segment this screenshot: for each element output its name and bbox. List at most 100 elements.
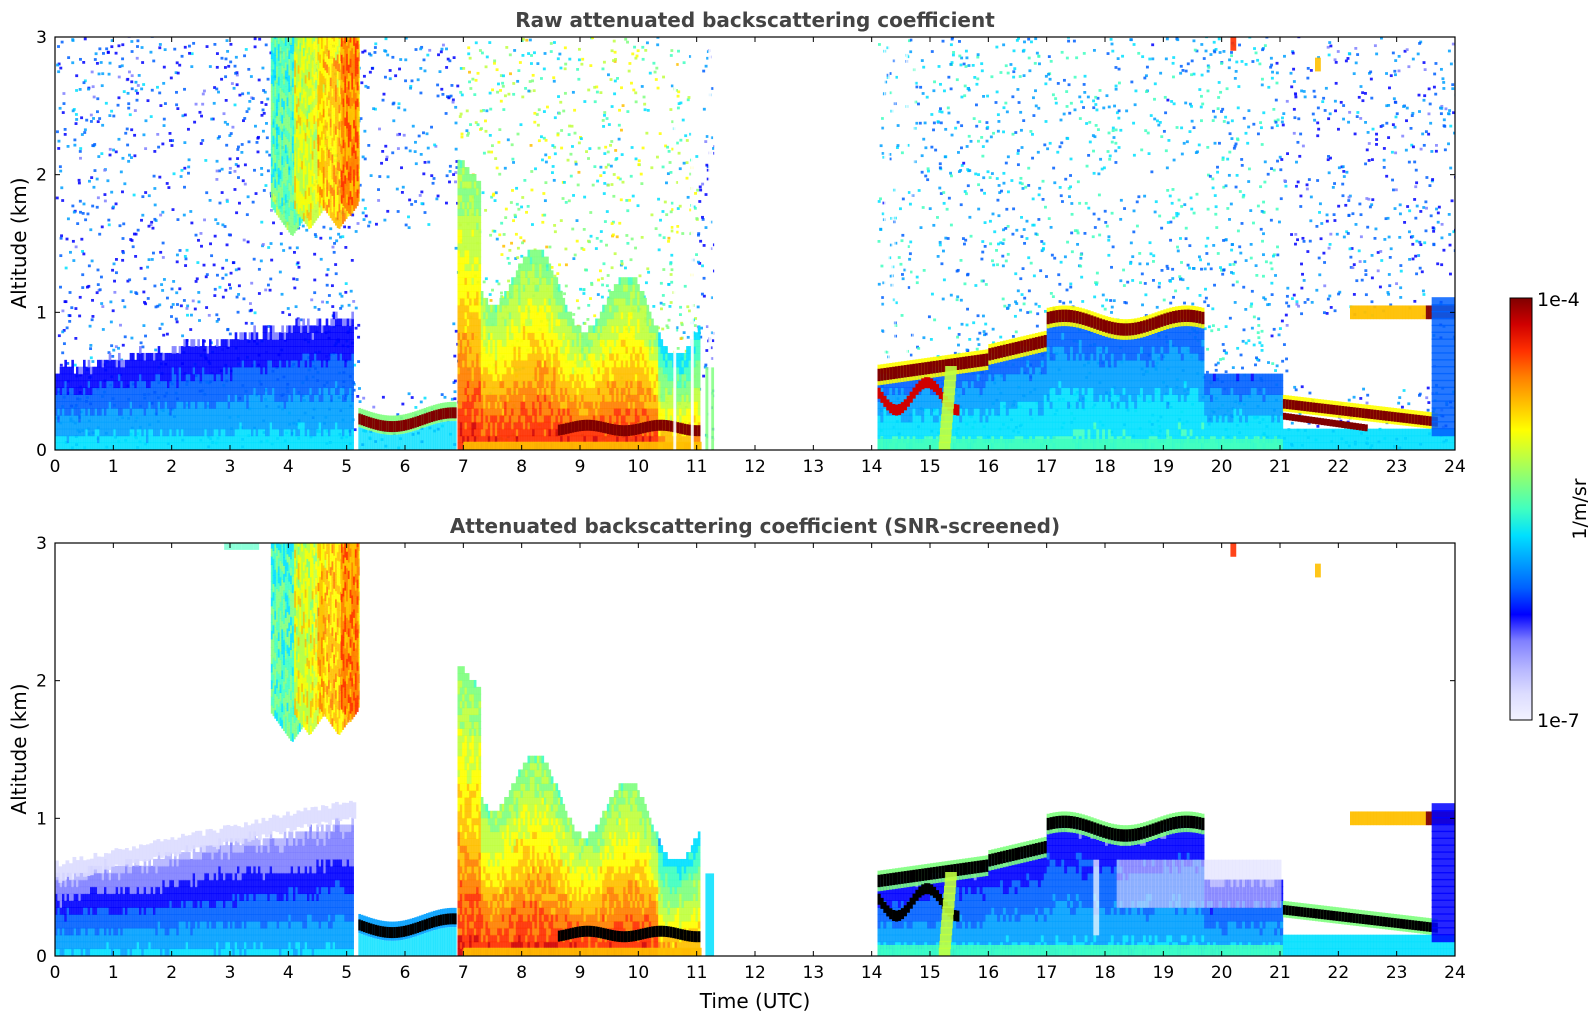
heatmap-cell: [404, 146, 408, 150]
heatmap-cell: [1047, 217, 1051, 220]
heatmap-cell: [212, 101, 216, 105]
heatmap-cell: [253, 45, 257, 49]
heatmap-cell: [190, 221, 194, 225]
heatmap-cell: [1394, 73, 1397, 77]
heatmap-cell: [59, 401, 63, 409]
heatmap-cell: [404, 79, 408, 83]
heatmap-cell: [147, 224, 151, 228]
heatmap-cell: [1060, 200, 1064, 203]
heatmap-cell: [1011, 232, 1015, 236]
heatmap-cell: [1266, 303, 1270, 307]
heatmap-cell: [1009, 63, 1013, 66]
heatmap-cell: [1206, 236, 1210, 240]
heatmap-cell: [1020, 235, 1024, 238]
heatmap-cell: [238, 93, 242, 97]
heatmap-cell: [122, 387, 126, 395]
heatmap-cell: [225, 243, 229, 247]
heatmap-cell: [106, 51, 110, 54]
heatmap-cell: [553, 274, 557, 278]
heatmap-cell: [112, 114, 116, 118]
heatmap-cell: [1347, 52, 1351, 55]
heatmap-cell: [958, 40, 961, 43]
heatmap-cell: [917, 189, 921, 192]
heatmap-cell: [106, 394, 109, 402]
heatmap-cell: [82, 252, 86, 256]
heatmap-cell: [520, 254, 524, 258]
heatmap-cell: [157, 421, 161, 430]
heatmap-cell: [574, 162, 578, 166]
heatmap-cell: [136, 408, 140, 416]
heatmap-cell: [1068, 195, 1071, 199]
heatmap-cell: [71, 38, 75, 41]
heatmap-cell: [135, 56, 139, 60]
heatmap-cell: [644, 281, 648, 285]
heatmap-cell: [542, 67, 546, 71]
heatmap-cell: [633, 45, 637, 49]
heatmap-cell: [243, 117, 247, 120]
heatmap-cell: [1240, 222, 1244, 225]
heatmap-cell: [101, 414, 105, 423]
heatmap-cell: [1389, 74, 1393, 78]
heatmap-cell: [1171, 188, 1175, 191]
heatmap-cell: [626, 209, 630, 213]
heatmap-cell: [388, 77, 392, 81]
heatmap-cell: [1013, 67, 1017, 71]
heatmap-cell: [1328, 41, 1332, 44]
heatmap-cell: [175, 320, 179, 324]
heatmap-cell: [120, 428, 123, 437]
heatmap-cell: [482, 280, 486, 284]
heatmap-cell: [139, 346, 142, 354]
heatmap-cell: [215, 313, 219, 317]
heatmap-cell: [940, 262, 944, 266]
heatmap-cell: [996, 129, 1000, 133]
heatmap-cell: [645, 41, 649, 45]
heatmap-cell: [657, 197, 661, 201]
heatmap-cell: [1422, 143, 1426, 147]
heatmap-cell: [261, 243, 265, 246]
heatmap-cell: [1165, 37, 1169, 41]
heatmap-cell: [542, 110, 546, 113]
heatmap-cell: [452, 381, 456, 384]
heatmap-cell: [702, 294, 706, 298]
heatmap-cell: [97, 414, 100, 423]
heatmap-cell: [549, 50, 553, 53]
heatmap-cell: [146, 414, 149, 423]
heatmap-cell: [83, 401, 86, 409]
heatmap-cell: [983, 333, 986, 337]
heatmap-cell: [125, 373, 128, 382]
heatmap-cell: [1123, 301, 1127, 304]
heatmap-cell: [148, 442, 151, 450]
heatmap-cell: [448, 164, 452, 168]
heatmap-cell: [1440, 222, 1444, 226]
heatmap-cell: [69, 414, 72, 423]
heatmap-cell: [1270, 63, 1274, 67]
heatmap-cell: [419, 400, 423, 404]
heatmap-cell: [250, 322, 254, 325]
heatmap-cell: [511, 157, 515, 161]
heatmap-cell: [1281, 359, 1285, 363]
heatmap-cell: [64, 414, 67, 423]
heatmap-cell: [400, 166, 403, 170]
heatmap-cell: [1348, 247, 1352, 251]
heatmap-cell: [1414, 185, 1418, 189]
heatmap-cell: [267, 246, 271, 249]
heatmap-cell: [92, 442, 95, 450]
heatmap-cell: [1123, 207, 1127, 210]
heatmap-cell: [1448, 109, 1452, 112]
heatmap-cell: [1210, 329, 1214, 333]
heatmap-cell: [148, 366, 151, 375]
heatmap-cell: [241, 92, 245, 96]
heatmap-cell: [260, 220, 264, 224]
heatmap-cell: [1019, 110, 1023, 114]
heatmap-cell: [1361, 99, 1365, 103]
heatmap-cell: [1141, 303, 1144, 307]
heatmap-cell: [146, 99, 150, 103]
heatmap-cell: [1020, 146, 1024, 149]
heatmap-cell: [359, 117, 363, 120]
heatmap-cell: [1312, 89, 1316, 93]
heatmap-cell: [544, 181, 548, 185]
heatmap-cell: [1266, 172, 1270, 176]
heatmap-cell: [224, 273, 228, 277]
heatmap-cell: [607, 123, 611, 126]
heatmap-cell: [1453, 131, 1455, 135]
